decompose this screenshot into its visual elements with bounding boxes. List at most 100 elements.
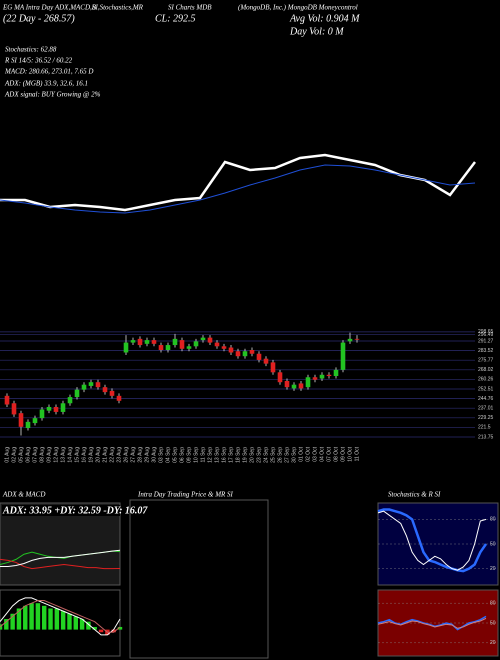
x-tick-label: 09 Oct — [340, 446, 346, 461]
x-tick-label: 07 Aug — [32, 447, 38, 463]
line-series — [0, 153, 476, 212]
y-tick-label: 213.75 — [478, 434, 494, 440]
macd-bar — [117, 626, 123, 630]
candle-body — [11, 403, 17, 415]
candle-body — [333, 369, 339, 377]
adx-signal: ADX signal: BUY Growing @ 2% — [4, 91, 101, 99]
candle-body — [39, 409, 45, 419]
x-tick-label: 06 Aug — [25, 447, 31, 463]
candle-body — [130, 340, 136, 343]
candle-body — [263, 358, 269, 364]
x-tick-label: 05 Sep — [172, 447, 178, 463]
candle-body — [298, 383, 304, 389]
candle-body — [179, 340, 185, 349]
x-tick-label: 07 Oct — [326, 446, 332, 461]
macd-bar — [48, 608, 53, 630]
x-tick-label: 21 Aug — [102, 447, 108, 463]
y-tick-label: 80 — [490, 517, 496, 523]
x-tick-label: 15 Aug — [74, 447, 80, 463]
y-tick-label: 298.65 — [478, 329, 494, 335]
x-tick-label: 18 Sep — [235, 447, 241, 463]
candle-body — [186, 346, 192, 349]
y-tick-label: 268.02 — [478, 367, 494, 373]
candle-body — [158, 345, 164, 351]
candle-body — [60, 403, 66, 412]
x-tick-label: 01 Oct — [298, 446, 304, 461]
x-tick-label: 13 Sep — [214, 447, 220, 463]
y-tick-label: 80 — [490, 601, 496, 607]
header-line: (MongoDB, Inc.) MongoDB Moneycontrol — [238, 4, 358, 12]
x-tick-label: 12 Sep — [207, 447, 213, 463]
x-tick-label: 02 Aug — [11, 447, 17, 463]
line-series — [377, 615, 487, 631]
candle-body — [137, 338, 143, 346]
line-series — [377, 617, 487, 629]
candle-body — [32, 418, 38, 424]
line-series — [0, 549, 121, 568]
candle-body — [46, 406, 52, 411]
candle-body — [277, 372, 283, 383]
x-tick-label: 26 Aug — [123, 447, 129, 463]
candle-body — [200, 337, 206, 341]
y-tick-label: 20 — [490, 640, 496, 646]
x-tick-label: 28 Aug — [137, 447, 143, 463]
candle-body — [354, 338, 360, 340]
candle-body — [312, 377, 318, 380]
y-tick-label: 20 — [490, 566, 496, 572]
line-series — [377, 510, 487, 571]
macd-bar — [35, 603, 41, 630]
x-tick-label: 05 Aug — [18, 447, 24, 463]
x-tick-label: 11 Oct — [354, 446, 360, 461]
macd-bar — [54, 608, 60, 630]
x-tick-label: 23 Aug — [116, 447, 122, 463]
candle-body — [228, 347, 234, 353]
line-series — [0, 600, 121, 633]
y-tick-label: 291.27 — [478, 338, 494, 344]
macd-bar — [4, 619, 9, 630]
x-tick-label: 20 Sep — [249, 447, 255, 463]
x-tick-label: 06 Sep — [179, 447, 185, 463]
x-tick-label: 08 Aug — [39, 447, 45, 463]
candle-body — [95, 382, 101, 388]
candle-body — [74, 389, 80, 398]
candle-body — [123, 342, 129, 353]
candle-body — [291, 384, 297, 389]
macd-bar — [98, 629, 104, 633]
y-tick-label: 229.25 — [478, 415, 494, 421]
macd-bar — [42, 605, 47, 630]
y-tick-label: 296.49 — [478, 332, 494, 338]
y-tick-label: 244.76 — [478, 396, 494, 402]
candle-body — [81, 384, 87, 390]
candle-body — [53, 406, 59, 412]
adx-info: ADX: (MGB) 33.9, 32.6, 16.1 — [4, 80, 88, 88]
macd-bar — [16, 608, 22, 630]
x-tick-label: 23 Sep — [256, 447, 262, 463]
y-tick-label: 252.51 — [478, 386, 494, 392]
macd-bar — [86, 621, 91, 630]
x-tick-label: 02 Oct — [305, 446, 311, 461]
header-line: SI,Stochastics,MR — [92, 4, 144, 12]
x-tick-label: 20 Aug — [95, 447, 101, 463]
candle-body — [144, 340, 150, 344]
x-tick-label: 08 Oct — [333, 446, 339, 461]
x-tick-label: 29 Aug — [144, 447, 150, 463]
macd-bar — [0, 624, 3, 630]
header-line: SI Charts MDB — [168, 4, 212, 12]
y-tick-label: 260.26 — [478, 377, 494, 383]
candle-body — [18, 413, 24, 427]
panel-title: ADX & MACD — [2, 491, 45, 499]
x-tick-label: 03 Oct — [312, 446, 318, 461]
x-tick-label: 16 Aug — [81, 447, 87, 463]
candle-body — [319, 374, 325, 379]
x-tick-label: 12 Aug — [53, 447, 59, 463]
macd-bar — [10, 613, 15, 630]
x-tick-label: 30 Aug — [151, 447, 157, 463]
candle-body — [305, 377, 311, 388]
candle-body — [249, 350, 255, 354]
adx-label: ADX: 33.95 +DY: 32.59 -DY: 16.07 — [2, 505, 148, 516]
candle-body — [340, 342, 346, 370]
x-tick-label: 13 Aug — [60, 447, 66, 463]
rsi-info: R SI 14/5: 36.52 / 60.22 — [4, 57, 73, 65]
x-tick-label: 19 Sep — [242, 447, 248, 463]
y-tick-label: 50 — [490, 620, 496, 626]
